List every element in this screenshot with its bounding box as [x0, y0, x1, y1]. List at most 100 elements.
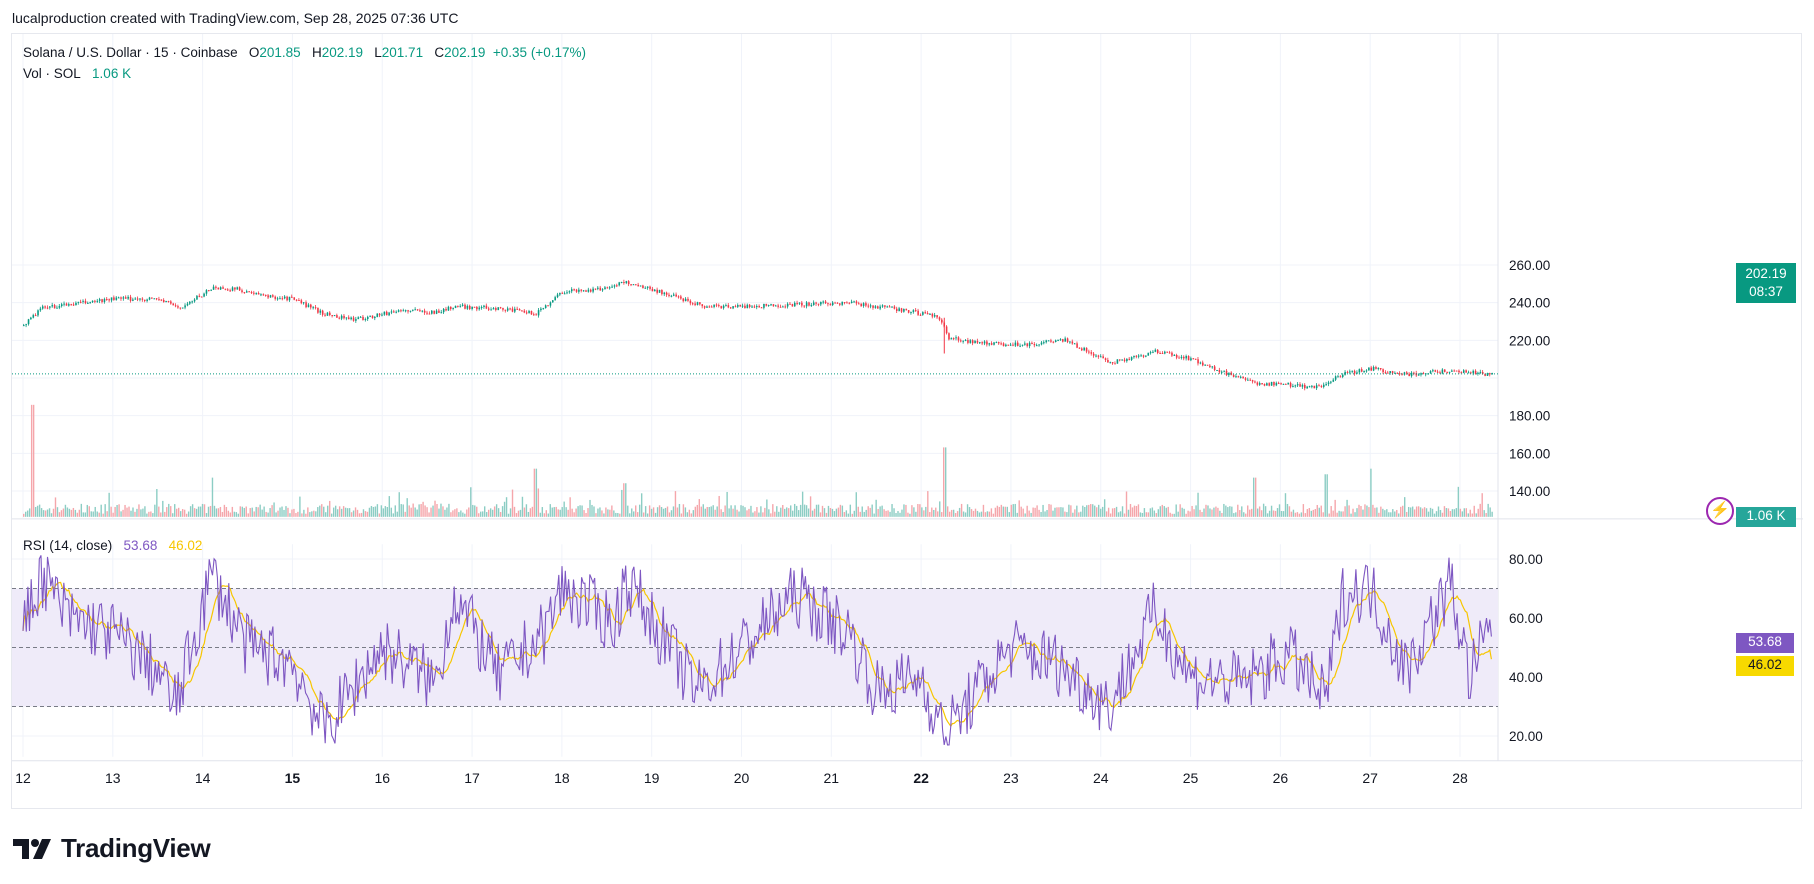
volume-bar — [672, 506, 675, 517]
volume-bar — [1014, 503, 1016, 517]
open-label: O — [248, 45, 260, 60]
volume-bar — [664, 507, 667, 517]
candle-body — [623, 281, 625, 284]
candle-body — [1183, 356, 1185, 359]
candle-body — [402, 310, 405, 312]
rsi-legend[interactable]: RSI (14, close) 53.68 46.02 — [23, 538, 202, 553]
lightning-icon[interactable]: ⚡ — [1706, 497, 1734, 525]
candle-body — [796, 302, 798, 304]
candle-body — [589, 289, 592, 292]
candle-body — [98, 299, 101, 301]
candle-body — [1339, 376, 1342, 378]
candle-body — [1090, 352, 1093, 354]
volume-bar — [557, 509, 559, 517]
volume-bar — [720, 509, 722, 517]
candle-body — [924, 312, 927, 314]
volume-bar — [1310, 510, 1313, 517]
candle-body — [70, 304, 73, 306]
candle-body — [782, 306, 784, 308]
candle-body — [1389, 371, 1392, 373]
volume-bar — [505, 497, 508, 517]
volume-bar — [368, 507, 371, 517]
candle-body — [329, 312, 331, 316]
volume-bar — [1368, 507, 1370, 517]
candle-body — [670, 295, 673, 297]
candle-body — [511, 308, 514, 312]
volume-bar — [994, 507, 997, 517]
candle-body — [248, 291, 250, 293]
volume-bar — [958, 507, 961, 517]
candle-body — [1102, 356, 1104, 359]
candle-body — [1420, 373, 1422, 375]
candle-body — [948, 333, 950, 340]
symbol-title[interactable]: Solana / U.S. Dollar · 15 · Coinbase — [23, 45, 238, 60]
chart-canvas[interactable]: 140.00 160.00 180.00 220.00 240.00 260.00 20.0… — [12, 34, 1803, 810]
volume-bar — [1457, 486, 1460, 517]
candle-body — [279, 298, 281, 300]
volume-bar — [573, 512, 575, 517]
volume-bar — [1135, 505, 1138, 517]
volume-bar — [86, 504, 88, 517]
volume-bar — [134, 511, 136, 517]
volume-bar — [225, 507, 228, 517]
volume-bar — [354, 507, 357, 517]
candle-body — [68, 304, 70, 306]
volume-bar — [712, 505, 714, 517]
volume-bar — [772, 504, 774, 517]
tradingview-logo[interactable]: TradingView — [13, 833, 211, 864]
volume-bar — [1423, 507, 1426, 517]
candle-body — [990, 343, 993, 345]
volume-bar — [247, 513, 249, 517]
chart-frame[interactable]: 140.00 160.00 180.00 220.00 240.00 260.00 20.0… — [11, 33, 1803, 810]
volume-bar — [474, 505, 476, 517]
volume-bar — [605, 507, 607, 517]
volume-bar — [100, 504, 102, 517]
volume-bar — [593, 506, 595, 517]
candle-body — [355, 319, 357, 321]
volume-bar — [1338, 510, 1340, 517]
candle-body — [84, 300, 87, 304]
volume-bar — [1215, 506, 1217, 517]
symbol-legend[interactable]: Solana / U.S. Dollar · 15 · Coinbase O20… — [23, 45, 586, 60]
candle-body — [257, 292, 260, 295]
volume-bar — [1441, 512, 1444, 517]
candle-body — [181, 307, 184, 309]
volume-bar — [1096, 507, 1098, 517]
time-axis-label: 12 — [15, 770, 31, 786]
volume-bar — [231, 506, 234, 517]
candle-body — [1247, 379, 1249, 381]
volume-bar — [418, 504, 420, 517]
candle-body — [680, 296, 682, 299]
candle-body — [276, 298, 279, 300]
volume-legend[interactable]: Vol · SOL 1.06 K — [23, 66, 131, 81]
candle-body — [1301, 384, 1304, 387]
volume-bar — [805, 505, 808, 517]
volume-bar — [285, 506, 287, 517]
candle-body — [1088, 351, 1090, 353]
time-axis-label: 18 — [554, 770, 570, 786]
volume-bar — [152, 513, 154, 517]
candle-body — [314, 307, 317, 309]
volume-bar — [1048, 504, 1050, 517]
candle-body — [82, 300, 84, 302]
candle-body — [1009, 344, 1012, 346]
candle-body — [336, 315, 338, 318]
volume-bar — [1352, 508, 1354, 517]
volume-bar — [1111, 508, 1114, 517]
candle-body — [907, 310, 910, 313]
candle-body — [960, 340, 962, 342]
volume-bar — [1429, 507, 1432, 517]
volume-bar — [1318, 507, 1320, 517]
price-axis-label: 240.00 — [1509, 296, 1550, 311]
candle-body — [729, 307, 732, 309]
candle-body — [606, 287, 609, 289]
volume-bar — [491, 509, 494, 517]
volume-bar — [662, 508, 665, 517]
candle-body — [922, 312, 924, 315]
candle-body — [466, 305, 469, 309]
volume-bar — [541, 507, 544, 517]
candle-body — [1486, 373, 1489, 376]
volume-bar — [36, 505, 39, 517]
volume-bar — [734, 505, 736, 517]
volume-bar — [1036, 505, 1038, 517]
